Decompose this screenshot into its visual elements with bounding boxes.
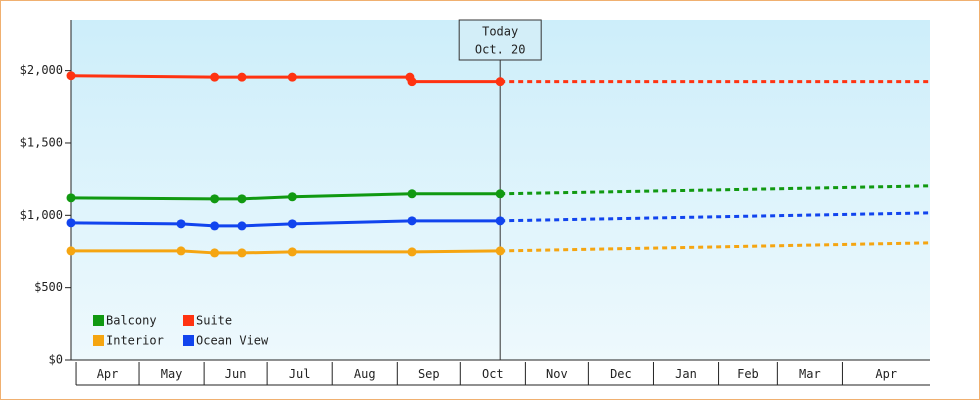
point — [176, 219, 186, 229]
y-tick-label: $0 — [49, 353, 63, 367]
point — [237, 72, 247, 82]
point — [210, 72, 220, 82]
point — [495, 246, 505, 256]
series-line — [70, 192, 501, 201]
point — [495, 216, 505, 226]
point — [66, 71, 76, 81]
forecast-line — [500, 211, 931, 223]
y-tick-label: $500 — [34, 280, 63, 294]
legend-label: Suite — [196, 314, 232, 328]
legend-label: Ocean View — [196, 334, 269, 348]
point — [495, 77, 505, 87]
legend-label: Interior — [106, 334, 164, 348]
x-tick-label: Feb — [737, 367, 759, 381]
point — [407, 247, 417, 257]
x-tick-label: Jul — [289, 367, 311, 381]
forecast-line — [500, 184, 931, 196]
x-tick-label: May — [161, 367, 183, 381]
x-tick-label: Jun — [225, 367, 247, 381]
point — [66, 246, 76, 256]
point — [407, 216, 417, 226]
x-tick-label: Sep — [418, 367, 440, 381]
point — [176, 246, 186, 256]
today-box — [458, 19, 542, 61]
point — [237, 194, 247, 204]
point — [287, 247, 297, 257]
point — [287, 219, 297, 229]
point — [210, 194, 220, 204]
today-label: Oct. 20 — [475, 43, 526, 57]
point — [66, 193, 76, 203]
x-tick-label: Oct — [482, 367, 504, 381]
point — [210, 221, 220, 231]
point — [66, 218, 76, 228]
x-tick-label: Mar — [799, 367, 821, 381]
x-tick-label: Dec — [610, 367, 632, 381]
point — [287, 72, 297, 82]
legend-swatch — [93, 335, 104, 346]
legend-label: Balcony — [106, 314, 157, 328]
x-tick-label: Apr — [875, 367, 897, 381]
y-tick-label: $1,000 — [20, 208, 63, 222]
point — [210, 248, 220, 258]
forecast-line — [500, 241, 931, 253]
legend-swatch — [93, 315, 104, 326]
y-tick-label: $2,000 — [20, 63, 63, 77]
legend-swatch — [183, 335, 194, 346]
point — [407, 189, 417, 199]
x-tick-label: Jan — [675, 367, 697, 381]
x-tick-label: Aug — [354, 367, 376, 381]
point — [237, 248, 247, 258]
point — [287, 192, 297, 202]
point — [407, 77, 417, 87]
point — [237, 221, 247, 231]
y-tick-label: $1,500 — [20, 135, 63, 149]
point — [495, 189, 505, 199]
today-label: Today — [482, 25, 518, 39]
legend-swatch — [183, 315, 194, 326]
x-tick-label: Apr — [97, 367, 119, 381]
x-tick-label: Nov — [546, 367, 568, 381]
